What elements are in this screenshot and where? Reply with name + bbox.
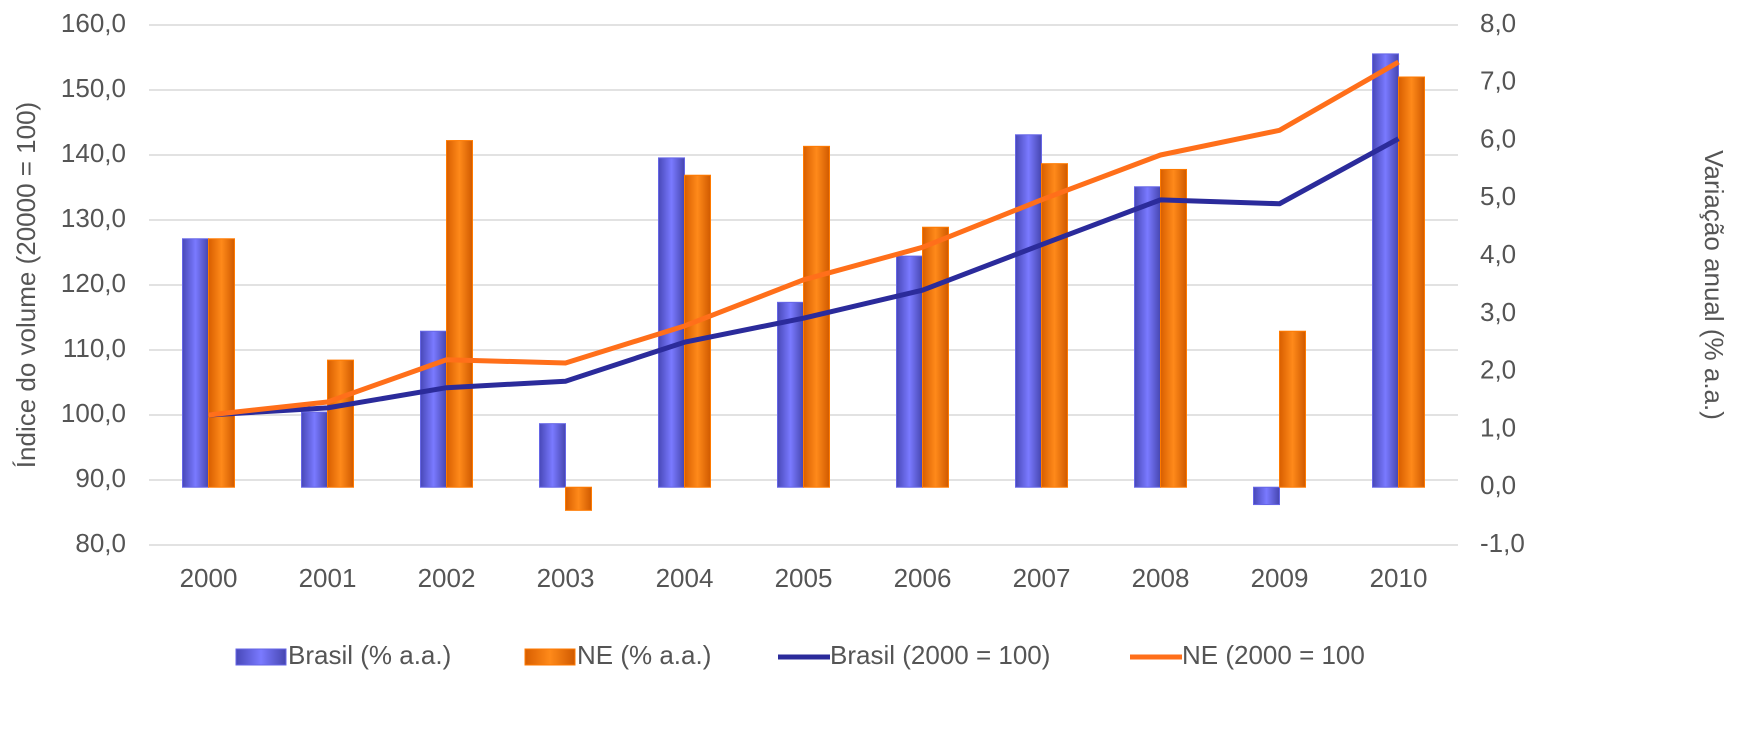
bar [1015,134,1042,488]
y2-tick-label: 6,0 [1480,123,1516,153]
x-tick-label: 2002 [418,563,476,593]
legend-swatch [235,648,287,666]
x-tick-label: 2004 [656,563,714,593]
bar [539,423,566,488]
y2-tick-label: 0,0 [1480,470,1516,500]
x-tick-label: 2003 [537,563,595,593]
y-tick-label: 150,0 [61,73,126,103]
bar [1372,53,1399,488]
bar [1160,168,1187,488]
y2-tick-label: 2,0 [1480,355,1516,385]
y-tick-label: 110,0 [63,333,126,363]
bar [922,226,949,488]
y-tick-label: 80,0 [75,528,126,558]
y-tick-label: 100,0 [61,398,126,428]
y2-tick-label: 5,0 [1480,181,1516,211]
bar [208,238,235,488]
legend-swatch [524,648,576,666]
y-tick-label: 140,0 [61,138,126,168]
x-tick-label: 2007 [1013,563,1071,593]
y-tick-label: 160,0 [61,8,126,38]
y2-axis-title: Variação anual (% a.a.) [1699,150,1729,420]
y-tick-label: 130,0 [61,203,126,233]
bar [182,238,209,488]
legend-label: Brasil (2000 = 100) [830,640,1050,670]
bar [565,486,592,511]
y2-tick-label: -1,0 [1480,528,1525,558]
y2-tick-label: 1,0 [1480,412,1516,442]
legend-label: NE (2000 = 100 [1182,640,1365,670]
bar [1279,330,1306,488]
line [208,136,1400,418]
y2-tick-label: 7,0 [1480,66,1516,96]
y-tick-label: 120,0 [61,268,126,298]
bar [420,330,447,488]
y-axis-title: Índice do volume (20000 = 100) [11,102,41,468]
x-tick-label: 2009 [1251,563,1309,593]
bar [446,140,473,488]
bar [658,157,685,488]
bar [1134,186,1161,488]
bar [1398,76,1425,488]
x-tick-label: 2001 [299,563,357,593]
bar [1253,486,1280,506]
x-tick-label: 2010 [1370,563,1428,593]
x-tick-label: 2005 [775,563,833,593]
x-tick-label: 2000 [180,563,238,593]
bar [301,411,328,488]
bar [327,359,354,488]
y2-tick-label: 4,0 [1480,239,1516,269]
legend-label: Brasil (% a.a.) [288,640,451,670]
bar [777,301,804,488]
bar [1041,163,1068,488]
x-tick-label: 2006 [894,563,952,593]
y2-tick-label: 3,0 [1480,297,1516,327]
y-tick-label: 90,0 [75,463,126,493]
line [208,59,1400,418]
x-tick-label: 2008 [1132,563,1190,593]
legend-label: NE (% a.a.) [577,640,711,670]
bar [684,174,711,488]
y2-tick-label: 8,0 [1480,8,1516,38]
